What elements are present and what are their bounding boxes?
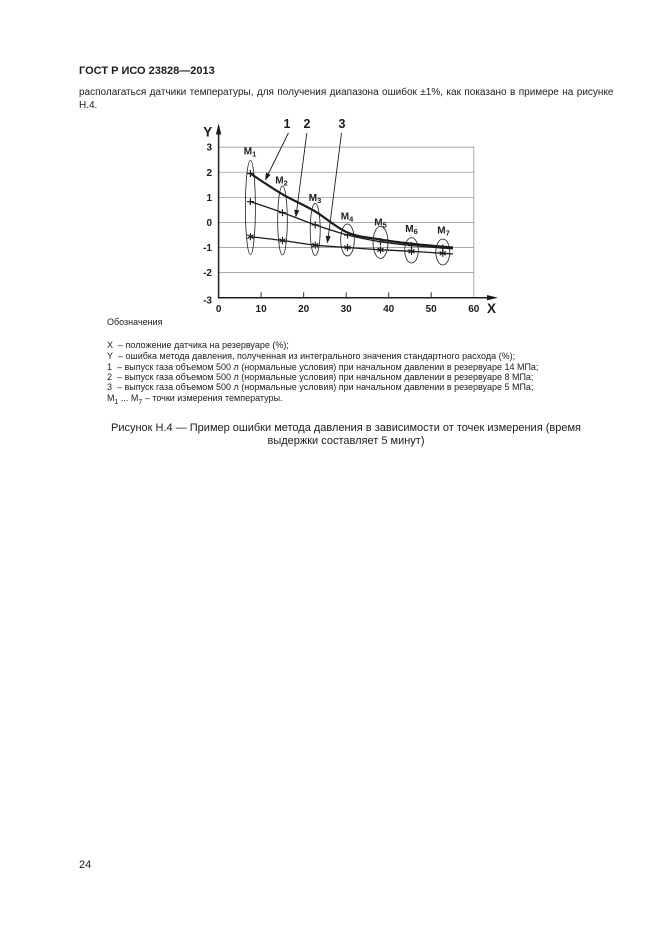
svg-text:M5: M5: [374, 217, 387, 229]
svg-text:M6: M6: [405, 224, 418, 236]
svg-text:2: 2: [304, 117, 311, 131]
svg-text:60: 60: [468, 304, 480, 315]
svg-text:3: 3: [339, 117, 346, 131]
svg-text:20: 20: [298, 304, 310, 315]
svg-text:M2: M2: [275, 176, 288, 188]
svg-text:2: 2: [206, 168, 212, 179]
svg-text:M4: M4: [341, 211, 354, 223]
svg-text:M3: M3: [309, 193, 322, 205]
svg-text:3: 3: [206, 143, 212, 154]
svg-text:1: 1: [206, 193, 212, 204]
svg-text:Y: Y: [203, 125, 212, 140]
svg-text:-3: -3: [203, 296, 212, 307]
svg-text:1: 1: [284, 117, 291, 131]
svg-text:M1: M1: [244, 147, 257, 159]
svg-text:0: 0: [216, 304, 222, 315]
svg-text:-2: -2: [203, 268, 212, 279]
svg-text:10: 10: [256, 304, 268, 315]
svg-text:30: 30: [341, 304, 353, 315]
svg-text:50: 50: [426, 304, 438, 315]
svg-text:M7: M7: [437, 226, 450, 238]
svg-text:0: 0: [206, 218, 212, 229]
svg-text:X: X: [487, 301, 496, 316]
svg-text:-1: -1: [203, 243, 212, 254]
svg-text:40: 40: [383, 304, 395, 315]
